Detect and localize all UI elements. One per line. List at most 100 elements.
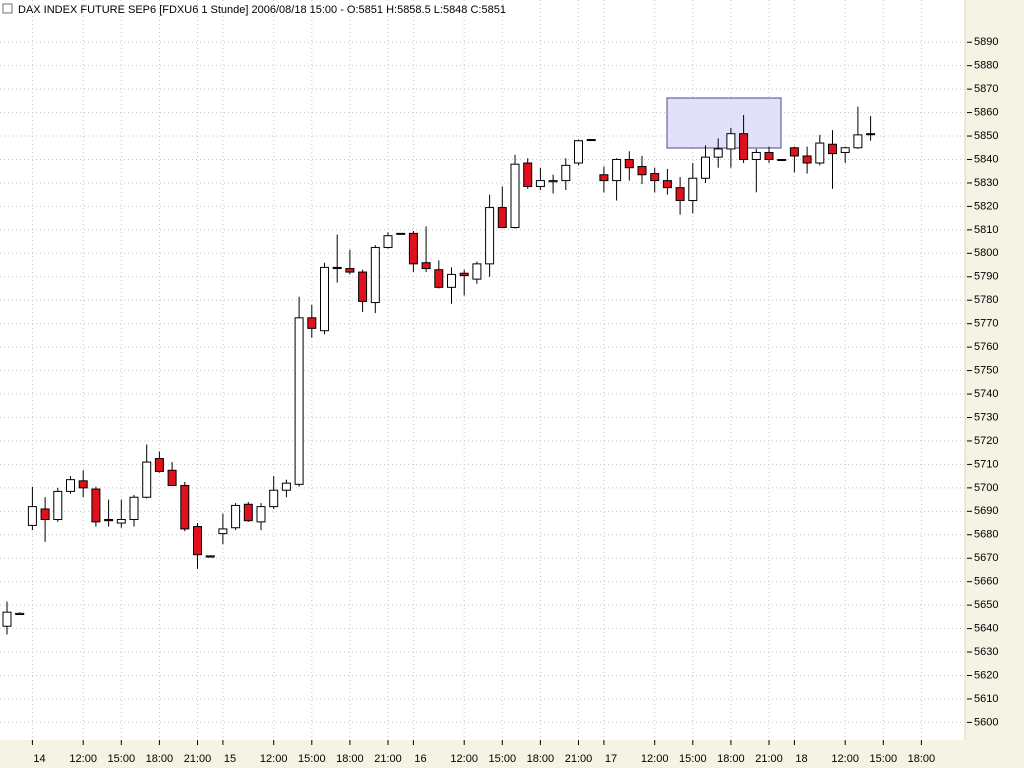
x-tick-label: 15:00 <box>679 753 707 765</box>
candle-body <box>535 180 545 187</box>
x-tick-label: 18:00 <box>146 753 174 765</box>
x-tick-label: 21:00 <box>565 753 593 765</box>
candle-body <box>218 528 228 535</box>
candle-body <box>574 140 583 164</box>
highlight-box <box>666 97 782 149</box>
candle-body <box>383 235 393 248</box>
y-tick-label: 5670 <box>974 552 998 564</box>
candle-body <box>307 317 317 329</box>
x-tick-label: 12:00 <box>260 753 288 765</box>
candle-body <box>104 519 114 522</box>
candle-body <box>624 158 634 169</box>
x-tick-label: 15:00 <box>489 753 517 765</box>
candle-body <box>231 504 241 529</box>
candle-body <box>408 232 418 265</box>
y-tick-label: 5610 <box>974 693 998 705</box>
candle-body <box>561 164 571 182</box>
x-tick-label: 12:00 <box>69 753 97 765</box>
y-tick-label: 5810 <box>974 224 998 236</box>
y-tick-label: 5770 <box>974 318 998 330</box>
y-tick-label: 5800 <box>974 247 998 259</box>
y-tick-label: 5850 <box>974 130 998 142</box>
y-tick-label: 5880 <box>974 60 998 72</box>
candle-body <box>243 503 253 522</box>
y-tick-label: 5730 <box>974 411 998 423</box>
candle-body <box>370 246 380 304</box>
candle-body <box>332 266 342 270</box>
y-tick-label: 5650 <box>974 599 998 611</box>
candle-body <box>78 480 88 489</box>
x-tick-label: 18:00 <box>336 753 364 765</box>
candle-body <box>586 139 596 142</box>
candle-body <box>650 173 660 182</box>
x-tick-label: 12:00 <box>641 753 669 765</box>
candle-body <box>256 506 266 523</box>
x-tick-label: 17 <box>605 753 617 765</box>
candle-body <box>167 469 177 487</box>
y-tick-label: 5710 <box>974 458 998 470</box>
y-tick-label: 5720 <box>974 435 998 447</box>
y-tick-label: 5680 <box>974 529 998 541</box>
candle-body <box>637 166 647 176</box>
y-tick-label: 5690 <box>974 505 998 517</box>
y-tick-label: 5600 <box>974 716 998 728</box>
candle-body <box>27 506 37 526</box>
candle-body <box>789 147 799 157</box>
candle-body <box>294 317 304 485</box>
candle-body <box>358 271 368 302</box>
x-tick-label: 15:00 <box>298 753 326 765</box>
candle-body <box>180 485 190 530</box>
candle-body <box>675 187 685 202</box>
y-tick-label: 5870 <box>974 83 998 95</box>
y-tick-label: 5700 <box>974 482 998 494</box>
candle-body <box>497 207 507 229</box>
candle-body <box>15 612 25 616</box>
candle-body <box>345 268 355 273</box>
candle-body <box>701 156 710 179</box>
candle-body <box>459 272 469 277</box>
candle-body <box>726 133 736 150</box>
candle-body <box>91 488 101 523</box>
candle-body <box>2 611 12 627</box>
candles <box>2 106 876 635</box>
candle-body <box>510 163 520 229</box>
y-tick-label: 5740 <box>974 388 998 400</box>
candle-body <box>688 177 698 202</box>
x-tick-label: 18:00 <box>717 753 745 765</box>
x-tick-label: 15 <box>224 753 236 765</box>
y-tick-label: 5860 <box>974 106 998 118</box>
candle-body <box>421 262 431 270</box>
x-tick-label: 21:00 <box>755 753 783 765</box>
chart-title: DAX INDEX FUTURE SEP6 [FDXU6 1 Stunde] 2… <box>18 4 506 16</box>
x-tick-label: 15:00 <box>108 753 136 765</box>
candle-body <box>599 174 609 182</box>
x-tick-label: 12:00 <box>450 753 478 765</box>
x-tick-label: 14 <box>33 753 45 765</box>
candle-body <box>434 269 444 288</box>
candle-body <box>129 496 139 521</box>
candle-body <box>269 489 279 508</box>
candle-body <box>853 134 863 149</box>
candle-body <box>713 148 723 158</box>
x-tick-label: 16 <box>414 753 426 765</box>
window-icon[interactable] <box>2 3 13 14</box>
candle-body <box>548 180 558 183</box>
x-tick-label: 18 <box>795 753 807 765</box>
y-tick-label: 5630 <box>974 646 998 658</box>
candle-body <box>40 508 50 521</box>
grid <box>0 0 965 740</box>
candle-body <box>802 155 812 164</box>
candle-body <box>447 273 456 288</box>
x-tick-label: 21:00 <box>184 753 212 765</box>
candle-body <box>154 458 164 472</box>
y-tick-label: 5820 <box>974 200 998 212</box>
candle-body <box>662 180 672 189</box>
y-tick-label: 5640 <box>974 622 998 634</box>
axes: 5600 5610 5620 5630 5640 5650 5660 5670 5680 5690… <box>31 36 998 765</box>
y-tick-label: 5890 <box>974 36 998 48</box>
candle-body <box>764 151 774 160</box>
candle-body <box>523 162 533 187</box>
y-tick-label: 5760 <box>974 341 998 353</box>
candle-body <box>840 147 850 153</box>
